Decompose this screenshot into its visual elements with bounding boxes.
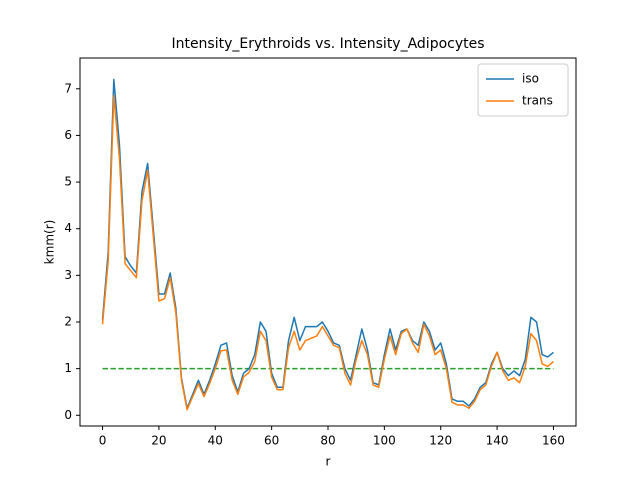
x-tick-label: 100	[373, 434, 396, 448]
x-axis-label: r	[326, 455, 331, 469]
y-tick-label: 5	[64, 175, 72, 189]
y-tick-label: 2	[64, 314, 72, 328]
x-tick-label: 60	[264, 434, 279, 448]
line-series	[101, 95, 554, 411]
x-tick-label: 140	[486, 434, 509, 448]
x-tick-label: 160	[542, 434, 565, 448]
y-tick-label: 4	[64, 221, 72, 235]
line-series	[101, 78, 554, 410]
y-tick-label: 6	[64, 128, 72, 142]
y-tick-label: 7	[64, 81, 72, 95]
x-tick-label: 40	[208, 434, 223, 448]
legend-box	[477, 63, 569, 117]
y-tick-label: 1	[64, 361, 72, 375]
chart-title: Intensity_Erythroids vs. Intensity_Adipo…	[171, 36, 484, 52]
x-tick-label: 0	[99, 434, 107, 448]
legend-label: iso	[522, 72, 539, 86]
x-tick-label: 20	[151, 434, 166, 448]
x-tick-label: 80	[320, 434, 335, 448]
y-axis-label: kmm(r)	[43, 220, 57, 265]
y-tick-label: 3	[64, 268, 72, 282]
legend-label: trans	[522, 94, 553, 108]
y-tick-label: 0	[64, 408, 72, 422]
x-tick-label: 120	[429, 434, 452, 448]
